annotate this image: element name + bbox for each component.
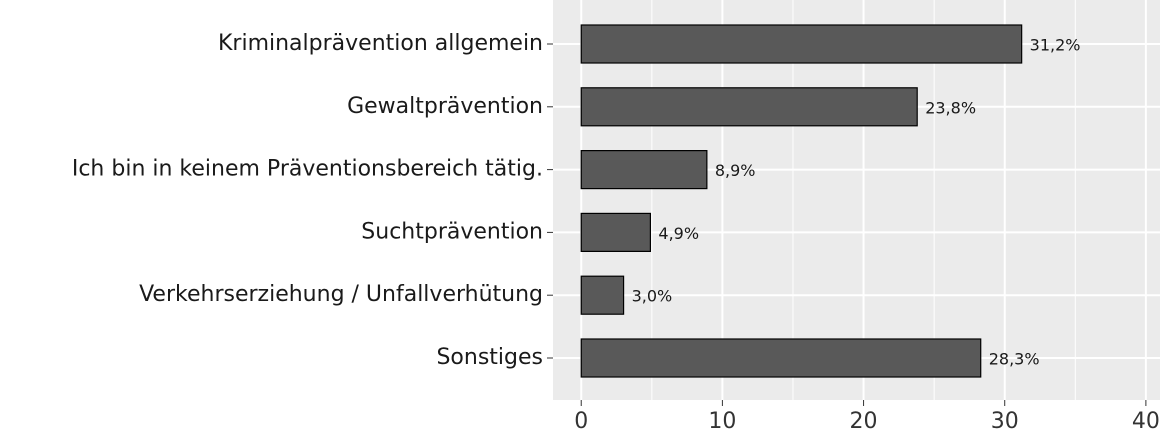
bar bbox=[580, 87, 918, 127]
value-label: 8,9% bbox=[715, 161, 756, 180]
x-tick-label: 20 bbox=[850, 409, 878, 434]
y-tick-label: Gewaltprävention bbox=[347, 94, 543, 119]
y-tick-label: Suchtprävention bbox=[361, 219, 543, 244]
y-tick-label: Ich bin in keinem Präventionsbereich tät… bbox=[72, 157, 543, 182]
bar bbox=[580, 24, 1023, 64]
value-label: 3,0% bbox=[632, 287, 673, 306]
bar bbox=[580, 338, 982, 378]
value-label: 23,8% bbox=[925, 98, 976, 117]
value-label: 28,3% bbox=[989, 350, 1040, 369]
bar bbox=[580, 275, 625, 315]
y-tick-label: Verkehrserziehung / Unfallverhütung bbox=[139, 282, 543, 307]
x-tick-label: 10 bbox=[708, 409, 736, 434]
x-tick-label: 0 bbox=[574, 409, 588, 434]
value-label: 31,2% bbox=[1030, 36, 1081, 55]
y-tick-label: Kriminalprävention allgemein bbox=[218, 31, 543, 56]
x-tick-label: 40 bbox=[1132, 409, 1160, 434]
x-tick-label: 30 bbox=[991, 409, 1019, 434]
value-label: 4,9% bbox=[658, 224, 699, 243]
y-tick-label: Sonstiges bbox=[436, 345, 543, 370]
panel bbox=[553, 0, 1160, 400]
bar bbox=[580, 212, 652, 252]
bar bbox=[580, 150, 708, 190]
